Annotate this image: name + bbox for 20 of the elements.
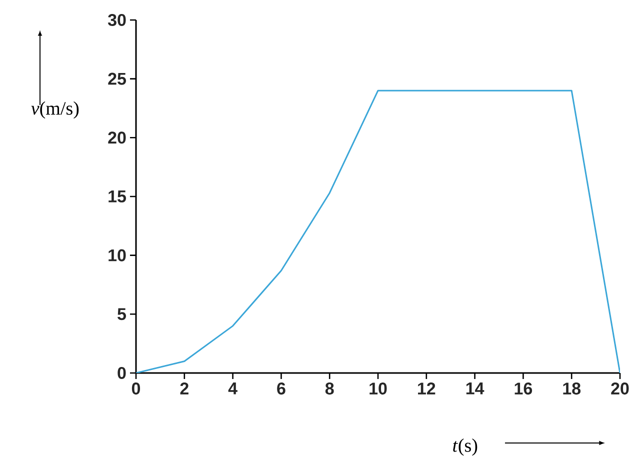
x-tick-label: 0 bbox=[132, 382, 140, 395]
x-tick-label: 10 bbox=[370, 382, 387, 395]
y-axis-title: v(m/s) bbox=[31, 101, 79, 119]
x-tick-label: 14 bbox=[466, 382, 484, 394]
y-tick-label: 15 bbox=[108, 190, 126, 202]
x-axis-title: t(s) bbox=[453, 438, 478, 456]
x-tick-label: 2 bbox=[180, 382, 188, 394]
y-tick-label: 20 bbox=[108, 132, 126, 144]
y-tick-label: 10 bbox=[108, 249, 126, 262]
x-tick-label: 12 bbox=[418, 382, 436, 394]
x-tick-label: 6 bbox=[277, 382, 286, 395]
x-tick-label: 18 bbox=[563, 382, 581, 395]
y-tick-label: 25 bbox=[108, 72, 126, 85]
y-tick-label: 30 bbox=[108, 14, 126, 26]
x-tick-label: 8 bbox=[325, 382, 334, 395]
y-tick-label: 0 bbox=[118, 366, 126, 380]
x-tick-label: 16 bbox=[514, 382, 532, 395]
x-tick-label: 20 bbox=[611, 382, 629, 395]
x-tick-label: 4 bbox=[228, 382, 238, 394]
y-tick-label: 5 bbox=[118, 308, 126, 320]
